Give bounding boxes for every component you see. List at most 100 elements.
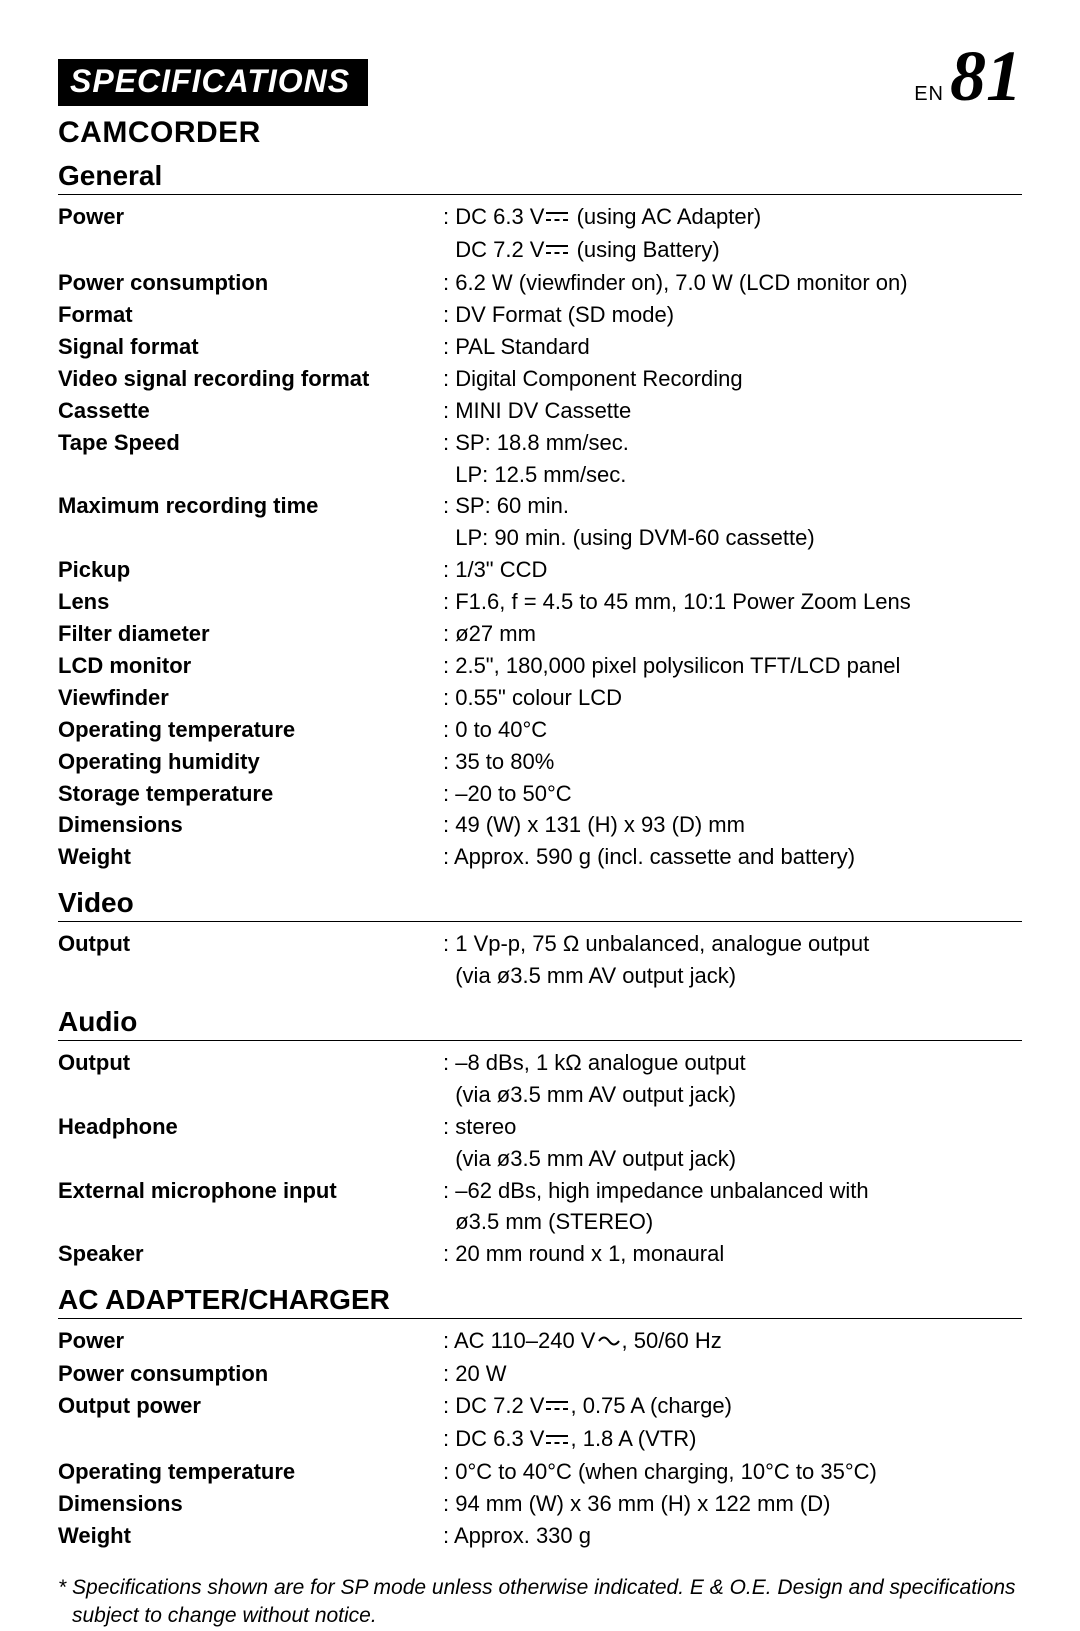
spec-value-line: : DV Format (SD mode) bbox=[443, 299, 1022, 331]
spec-label: Power bbox=[58, 1325, 443, 1357]
spec-value-line: : Digital Component Recording bbox=[443, 363, 1022, 395]
spec-value: : 94 mm (W) x 36 mm (H) x 122 mm (D) bbox=[443, 1488, 1022, 1520]
spec-row: Power: AC 110–240 V, 50/60 Hz bbox=[58, 1325, 1022, 1358]
spec-value-line: : F1.6, f = 4.5 to 45 mm, 10:1 Power Zoo… bbox=[443, 586, 1022, 618]
spec-value: : DC 6.3 V (using AC Adapter) DC 7.2 V (… bbox=[443, 201, 1022, 267]
spec-label: Operating humidity bbox=[58, 746, 443, 778]
spec-value: : SP: 18.8 mm/sec. LP: 12.5 mm/sec. bbox=[443, 427, 1022, 491]
spec-row: Signal format: PAL Standard bbox=[58, 331, 1022, 363]
footnote: * Specifications shown are for SP mode u… bbox=[58, 1574, 1022, 1631]
spec-label: Tape Speed bbox=[58, 427, 443, 459]
spec-row: Operating humidity: 35 to 80% bbox=[58, 746, 1022, 778]
section-heading: Audio bbox=[58, 1006, 1022, 1041]
ac-symbol-icon bbox=[598, 1324, 620, 1356]
spec-label: Dimensions bbox=[58, 1488, 443, 1520]
spec-label: Cassette bbox=[58, 395, 443, 427]
spec-label: LCD monitor bbox=[58, 650, 443, 682]
spec-value-line: : 0.55" colour LCD bbox=[443, 682, 1022, 714]
spec-label: Power consumption bbox=[58, 267, 443, 299]
spec-label: Speaker bbox=[58, 1238, 443, 1270]
spec-value-line: : DC 6.3 V, 1.8 A (VTR) bbox=[443, 1423, 1022, 1456]
spec-value: : 0 to 40°C bbox=[443, 714, 1022, 746]
spec-row: Output: –8 dBs, 1 kΩ analogue output (vi… bbox=[58, 1047, 1022, 1111]
spec-value: : Digital Component Recording bbox=[443, 363, 1022, 395]
spec-label: Viewfinder bbox=[58, 682, 443, 714]
spec-row: Dimensions: 94 mm (W) x 36 mm (H) x 122 … bbox=[58, 1488, 1022, 1520]
spec-value-line: : DC 7.2 V, 0.75 A (charge) bbox=[443, 1390, 1022, 1423]
spec-label: Lens bbox=[58, 586, 443, 618]
spec-value: : PAL Standard bbox=[443, 331, 1022, 363]
spec-label: Video signal recording format bbox=[58, 363, 443, 395]
header-row: SPECIFICATIONS EN 81 bbox=[58, 48, 1022, 106]
spec-label: Weight bbox=[58, 1520, 443, 1552]
spec-value: : F1.6, f = 4.5 to 45 mm, 10:1 Power Zoo… bbox=[443, 586, 1022, 618]
spec-value-line: ø3.5 mm (STEREO) bbox=[443, 1206, 1022, 1238]
spec-value: : 2.5", 180,000 pixel polysilicon TFT/LC… bbox=[443, 650, 1022, 682]
spec-sections: GeneralPower: DC 6.3 V (using AC Adapter… bbox=[58, 160, 1022, 1552]
spec-row: LCD monitor: 2.5", 180,000 pixel polysil… bbox=[58, 650, 1022, 682]
spec-row: Speaker: 20 mm round x 1, monaural bbox=[58, 1238, 1022, 1270]
spec-value-line: : 0 to 40°C bbox=[443, 714, 1022, 746]
spec-value: : Approx. 590 g (incl. cassette and batt… bbox=[443, 841, 1022, 873]
spec-value-line: : 0°C to 40°C (when charging, 10°C to 35… bbox=[443, 1456, 1022, 1488]
spec-value-line: : 35 to 80% bbox=[443, 746, 1022, 778]
spec-value-line: : –20 to 50°C bbox=[443, 778, 1022, 810]
section-heading: AC ADAPTER/CHARGER bbox=[58, 1284, 1022, 1319]
spec-value-line: : ø27 mm bbox=[443, 618, 1022, 650]
spec-row: Maximum recording time: SP: 60 min. LP: … bbox=[58, 490, 1022, 554]
spec-value-line: : –8 dBs, 1 kΩ analogue output bbox=[443, 1047, 1022, 1079]
spec-value-line: : PAL Standard bbox=[443, 331, 1022, 363]
spec-row: Headphone: stereo (via ø3.5 mm AV output… bbox=[58, 1111, 1022, 1175]
spec-label: Maximum recording time bbox=[58, 490, 443, 522]
spec-value: : AC 110–240 V, 50/60 Hz bbox=[443, 1325, 1022, 1358]
banner-title: SPECIFICATIONS bbox=[58, 59, 368, 106]
spec-row: Viewfinder: 0.55" colour LCD bbox=[58, 682, 1022, 714]
spec-value-line: : Approx. 330 g bbox=[443, 1520, 1022, 1552]
spec-row: Dimensions: 49 (W) x 131 (H) x 93 (D) mm bbox=[58, 809, 1022, 841]
spec-label: Output power bbox=[58, 1390, 443, 1422]
spec-value-line: (via ø3.5 mm AV output jack) bbox=[443, 960, 1022, 992]
spec-label: Headphone bbox=[58, 1111, 443, 1143]
spec-value: : 35 to 80% bbox=[443, 746, 1022, 778]
spec-value-line: : 49 (W) x 131 (H) x 93 (D) mm bbox=[443, 809, 1022, 841]
spec-row: Storage temperature: –20 to 50°C bbox=[58, 778, 1022, 810]
spec-value-line: : 1 Vp-p, 75 Ω unbalanced, analogue outp… bbox=[443, 928, 1022, 960]
spec-value-line: : DC 6.3 V (using AC Adapter) bbox=[443, 201, 1022, 234]
lang-label: EN bbox=[914, 83, 944, 106]
spec-value: : –62 dBs, high impedance unbalanced wit… bbox=[443, 1175, 1022, 1239]
dc-symbol-icon bbox=[546, 1389, 568, 1421]
spec-row: Power consumption: 6.2 W (viewfinder on)… bbox=[58, 267, 1022, 299]
spec-row: Video signal recording format: Digital C… bbox=[58, 363, 1022, 395]
spec-label: Format bbox=[58, 299, 443, 331]
spec-label: Power bbox=[58, 201, 443, 233]
spec-label: Output bbox=[58, 1047, 443, 1079]
spec-value-line: : MINI DV Cassette bbox=[443, 395, 1022, 427]
spec-label: Operating temperature bbox=[58, 1456, 443, 1488]
spec-row: Operating temperature: 0 to 40°C bbox=[58, 714, 1022, 746]
spec-row: External microphone input: –62 dBs, high… bbox=[58, 1175, 1022, 1239]
spec-value-line: : 6.2 W (viewfinder on), 7.0 W (LCD moni… bbox=[443, 267, 1022, 299]
spec-value-line: : Approx. 590 g (incl. cassette and batt… bbox=[443, 841, 1022, 873]
spec-label: Operating temperature bbox=[58, 714, 443, 746]
spec-row: Power consumption: 20 W bbox=[58, 1358, 1022, 1390]
spec-value-line: : SP: 18.8 mm/sec. bbox=[443, 427, 1022, 459]
spec-label: Storage temperature bbox=[58, 778, 443, 810]
spec-value: : MINI DV Cassette bbox=[443, 395, 1022, 427]
spec-value: : Approx. 330 g bbox=[443, 1520, 1022, 1552]
spec-row: Tape Speed: SP: 18.8 mm/sec. LP: 12.5 mm… bbox=[58, 427, 1022, 491]
spec-value: : DC 7.2 V, 0.75 A (charge): DC 6.3 V, 1… bbox=[443, 1390, 1022, 1456]
spec-value: : 1 Vp-p, 75 Ω unbalanced, analogue outp… bbox=[443, 928, 1022, 992]
spec-value-line: : SP: 60 min. bbox=[443, 490, 1022, 522]
spec-value: : DV Format (SD mode) bbox=[443, 299, 1022, 331]
spec-row: Filter diameter: ø27 mm bbox=[58, 618, 1022, 650]
dc-symbol-icon bbox=[546, 233, 568, 265]
spec-value: : –8 dBs, 1 kΩ analogue output (via ø3.5… bbox=[443, 1047, 1022, 1111]
spec-row: Format: DV Format (SD mode) bbox=[58, 299, 1022, 331]
spec-value-line: LP: 90 min. (using DVM-60 cassette) bbox=[443, 522, 1022, 554]
spec-label: Power consumption bbox=[58, 1358, 443, 1390]
spec-value: : stereo (via ø3.5 mm AV output jack) bbox=[443, 1111, 1022, 1175]
spec-label: Filter diameter bbox=[58, 618, 443, 650]
spec-value-line: (via ø3.5 mm AV output jack) bbox=[443, 1079, 1022, 1111]
spec-value: : 20 mm round x 1, monaural bbox=[443, 1238, 1022, 1270]
spec-row: Weight: Approx. 330 g bbox=[58, 1520, 1022, 1552]
